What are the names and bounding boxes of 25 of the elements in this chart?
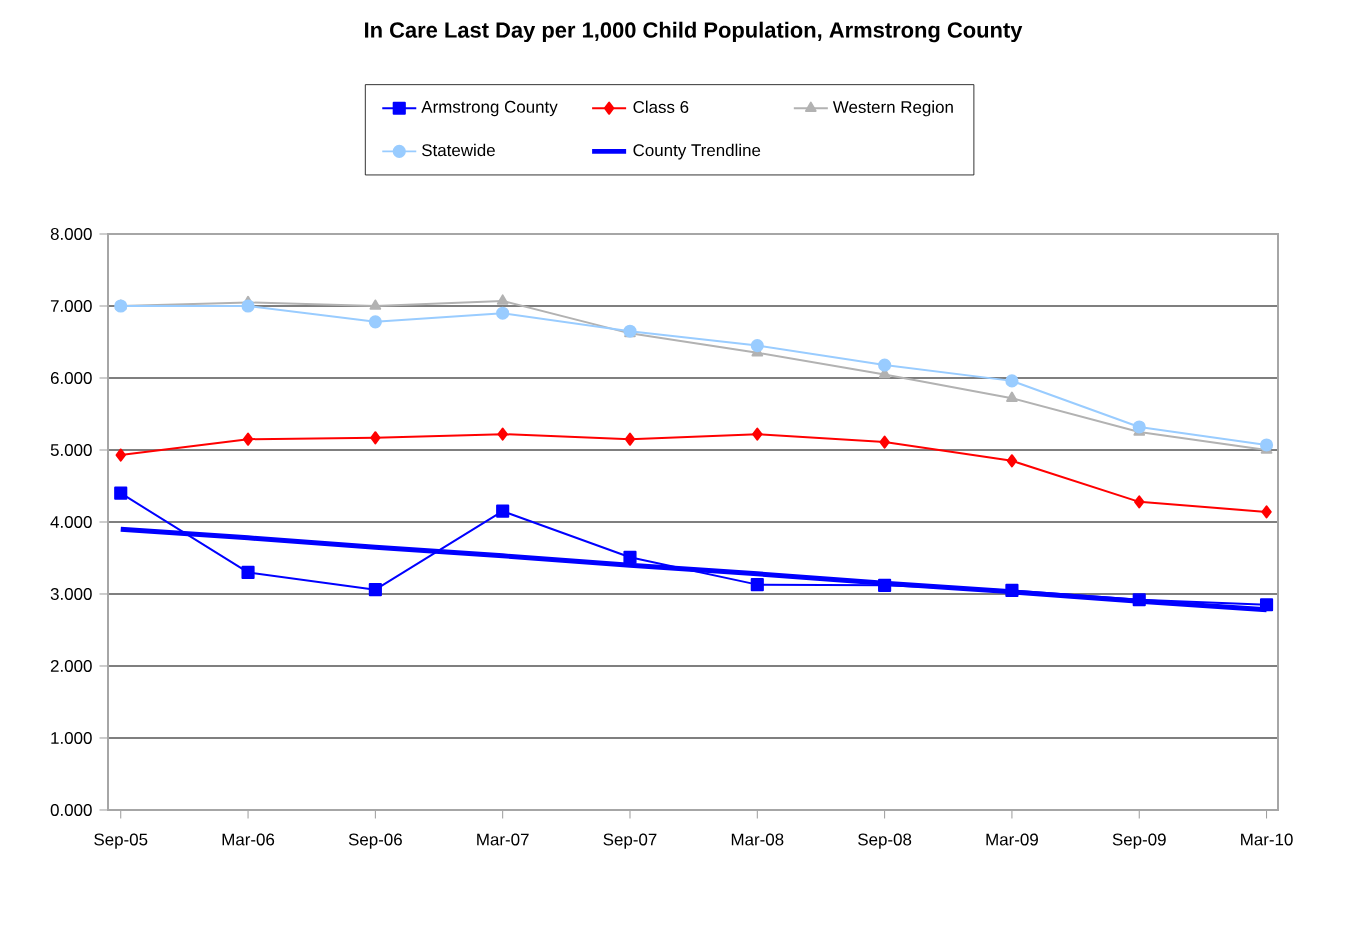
y-tick-label: 8.000 — [50, 228, 92, 240]
x-tick-label: Sep-06 — [348, 833, 402, 849]
y-tick-label: 5.000 — [50, 444, 92, 456]
x-tick-label: Sep-05 — [94, 833, 148, 849]
x-tick-label: Sep-07 — [603, 833, 657, 849]
y-tick-label: 1.000 — [51, 732, 92, 744]
x-tick-label: Mar-06 — [222, 833, 275, 846]
legend-label: Armstrong County — [421, 100, 558, 117]
y-tick-label: 4.000 — [50, 516, 92, 528]
legend-label: County Trendline — [633, 143, 761, 160]
x-tick-label: Sep-09 — [1112, 833, 1166, 849]
legend-label: Statewide — [422, 143, 495, 157]
y-tick-label: 0.000 — [50, 804, 92, 816]
legend-label: Class 6 — [633, 100, 689, 114]
y-tick-label: 6.000 — [50, 372, 92, 384]
chart-title: In Care Last Day per 1,000 Child Population, Armstrong County — [365, 21, 1023, 43]
y-tick-label: 7.000 — [50, 300, 92, 312]
y-tick-label: 2.000 — [50, 660, 92, 672]
legend-label: Western Region — [832, 100, 953, 117]
y-tick-label: 3.000 — [50, 588, 92, 600]
x-tick-label: Mar-10 — [1241, 833, 1293, 846]
x-tick-label: Mar-07 — [477, 833, 529, 846]
x-tick-label: Sep-08 — [858, 833, 912, 849]
x-tick-label: Mar-09 — [986, 833, 1038, 846]
x-tick-label: Mar-08 — [731, 833, 784, 846]
